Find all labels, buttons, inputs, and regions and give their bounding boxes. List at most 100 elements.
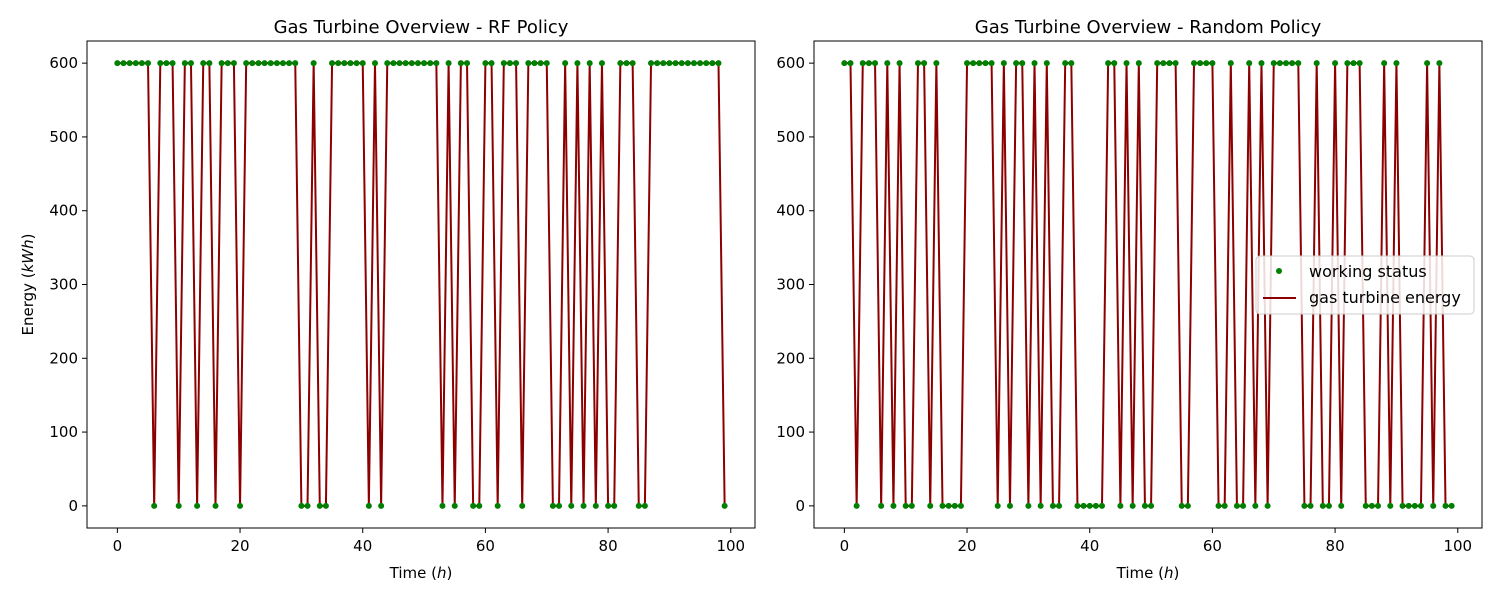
working-status-point [531,60,538,67]
legend-label-working-status: working status [1309,262,1427,281]
y-tick-label: 0 [795,497,805,515]
working-status-point [408,60,415,67]
working-status-point [1332,60,1339,67]
working-status-point [666,60,673,67]
working-status-point [951,502,958,509]
working-status-point [853,502,860,509]
working-status-point [390,60,397,67]
working-status-point [470,502,477,509]
working-status-point [1221,502,1228,509]
working-status-point [402,60,409,67]
working-status-point [543,60,550,67]
chart-title: Gas Turbine Overview - RF Policy [274,17,569,38]
working-status-point [1448,502,1455,509]
working-status-point [249,60,256,67]
working-status-point [212,502,219,509]
working-status-point [445,60,452,67]
working-status-point [1307,502,1314,509]
legend-marker-working-status [1276,268,1282,274]
working-status-point [1019,60,1026,67]
working-status-point [525,60,532,67]
working-status-point [1203,60,1210,67]
working-status-point [1086,502,1093,509]
working-status-point [163,60,170,67]
working-status-point [414,60,421,67]
working-status-point [1184,502,1191,509]
working-status-point [1111,60,1118,67]
working-status-point [1258,60,1265,67]
x-tick-label: 80 [599,537,618,555]
working-status-point [641,502,648,509]
working-status-point [218,60,225,67]
working-status-point [347,60,354,67]
working-status-point [519,502,526,509]
working-status-point [1295,60,1302,67]
working-status-point [181,60,188,67]
working-status-point [310,60,317,67]
working-status-point [243,60,250,67]
x-tick-label: 100 [1443,537,1472,555]
working-status-point [574,60,581,67]
working-status-point [629,60,636,67]
working-status-point [709,60,716,67]
x-axis-label: Time (h) [389,564,453,582]
working-status-point [126,60,133,67]
working-status-point [908,502,915,509]
working-status-point [549,502,556,509]
working-status-point [279,60,286,67]
x-tick-label: 0 [113,537,123,555]
working-status-point [396,60,403,67]
y-tick-label: 200 [776,349,805,367]
gas-turbine-energy-line [844,62,1452,507]
working-status-point [482,60,489,67]
working-status-point [1209,60,1216,67]
working-status-point [1148,502,1155,509]
working-status-point [623,60,630,67]
working-status-point [945,502,952,509]
working-status-point [660,60,667,67]
working-status-point [1436,60,1443,67]
y-tick-label: 300 [49,276,78,294]
working-status-point [933,60,940,67]
working-status-point [1252,502,1259,509]
working-status-point [635,502,642,509]
working-status-point [1405,502,1412,509]
working-status-point [648,60,655,67]
working-status-point [494,502,501,509]
y-tick-label: 100 [776,423,805,441]
working-status-point [1135,60,1142,67]
working-status-point [1172,60,1179,67]
working-status-point [359,60,366,67]
working-status-point [1313,60,1320,67]
working-status-point [1129,502,1136,509]
working-status-point [145,60,152,67]
working-status-point [384,60,391,67]
working-status-point [175,502,182,509]
working-status-point [1013,60,1020,67]
working-status-point [439,502,446,509]
working-status-point [1430,502,1437,509]
working-status-point [1025,502,1032,509]
working-status-point [1062,60,1069,67]
working-status-point [120,60,127,67]
working-status-point [286,60,293,67]
working-status-point [1043,60,1050,67]
working-status-point [1166,60,1173,67]
working-status-point [1074,502,1081,509]
working-status-point [847,60,854,67]
working-status-point [884,60,891,67]
working-status-point [1197,60,1204,67]
x-tick-label: 0 [840,537,850,555]
working-status-point [957,502,964,509]
working-status-point [1289,60,1296,67]
working-status-point [427,60,434,67]
working-status-point [230,60,237,67]
working-status-point [1240,502,1247,509]
working-status-point [902,502,909,509]
working-status-point [654,60,661,67]
working-status-point [697,60,704,67]
working-status-point [939,502,946,509]
working-status-point [1325,502,1332,509]
